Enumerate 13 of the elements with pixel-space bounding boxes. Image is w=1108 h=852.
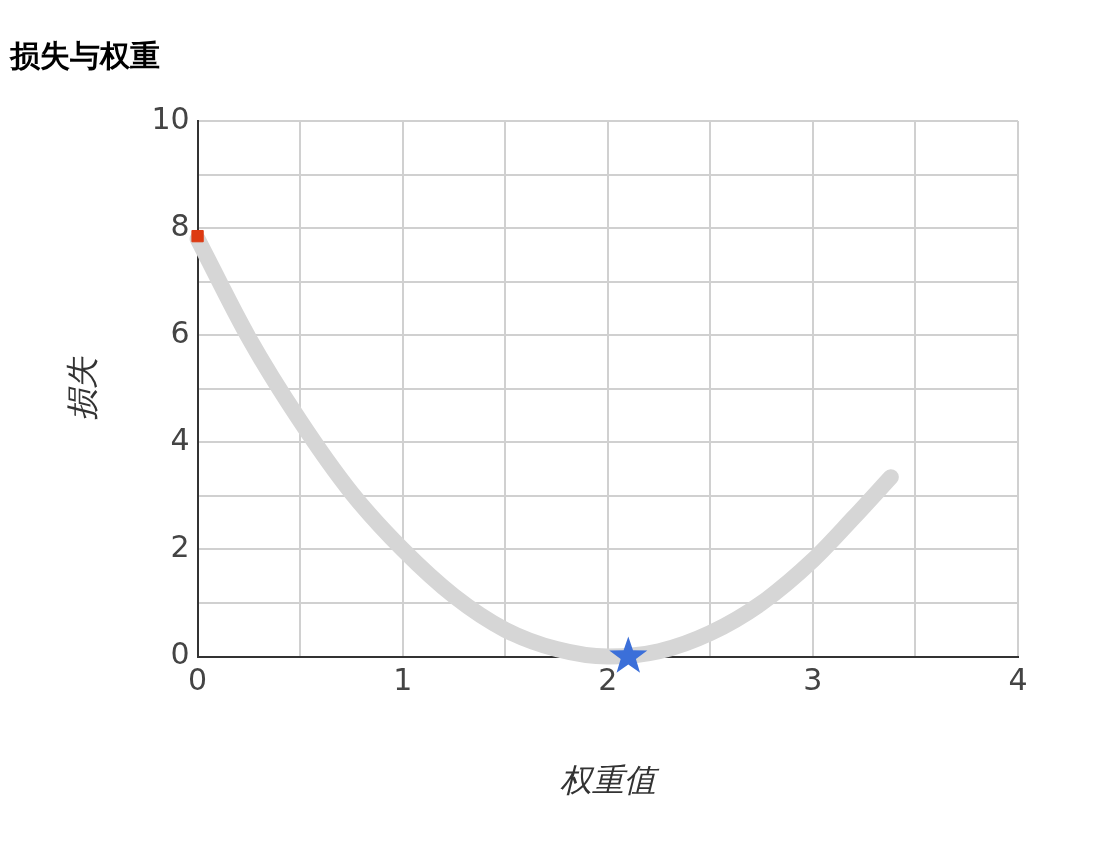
chart-title: 损失与权重 [9, 37, 160, 73]
y-tick-label: 10 [151, 100, 190, 136]
x-tick-label: 4 [1008, 662, 1028, 698]
x-axis-title: 权重值 [559, 761, 660, 800]
y-axis-title: 损失 [62, 355, 101, 421]
y-tick-label: 6 [170, 315, 190, 351]
y-tick-label: 2 [170, 529, 190, 565]
x-tick-label: 1 [393, 662, 413, 698]
x-tick-label: 3 [803, 662, 823, 698]
y-tick-label: 8 [170, 207, 190, 243]
y-tick-label: 4 [170, 422, 190, 458]
x-tick-label: 2 [598, 662, 618, 698]
y-tick-label: 0 [170, 636, 190, 672]
